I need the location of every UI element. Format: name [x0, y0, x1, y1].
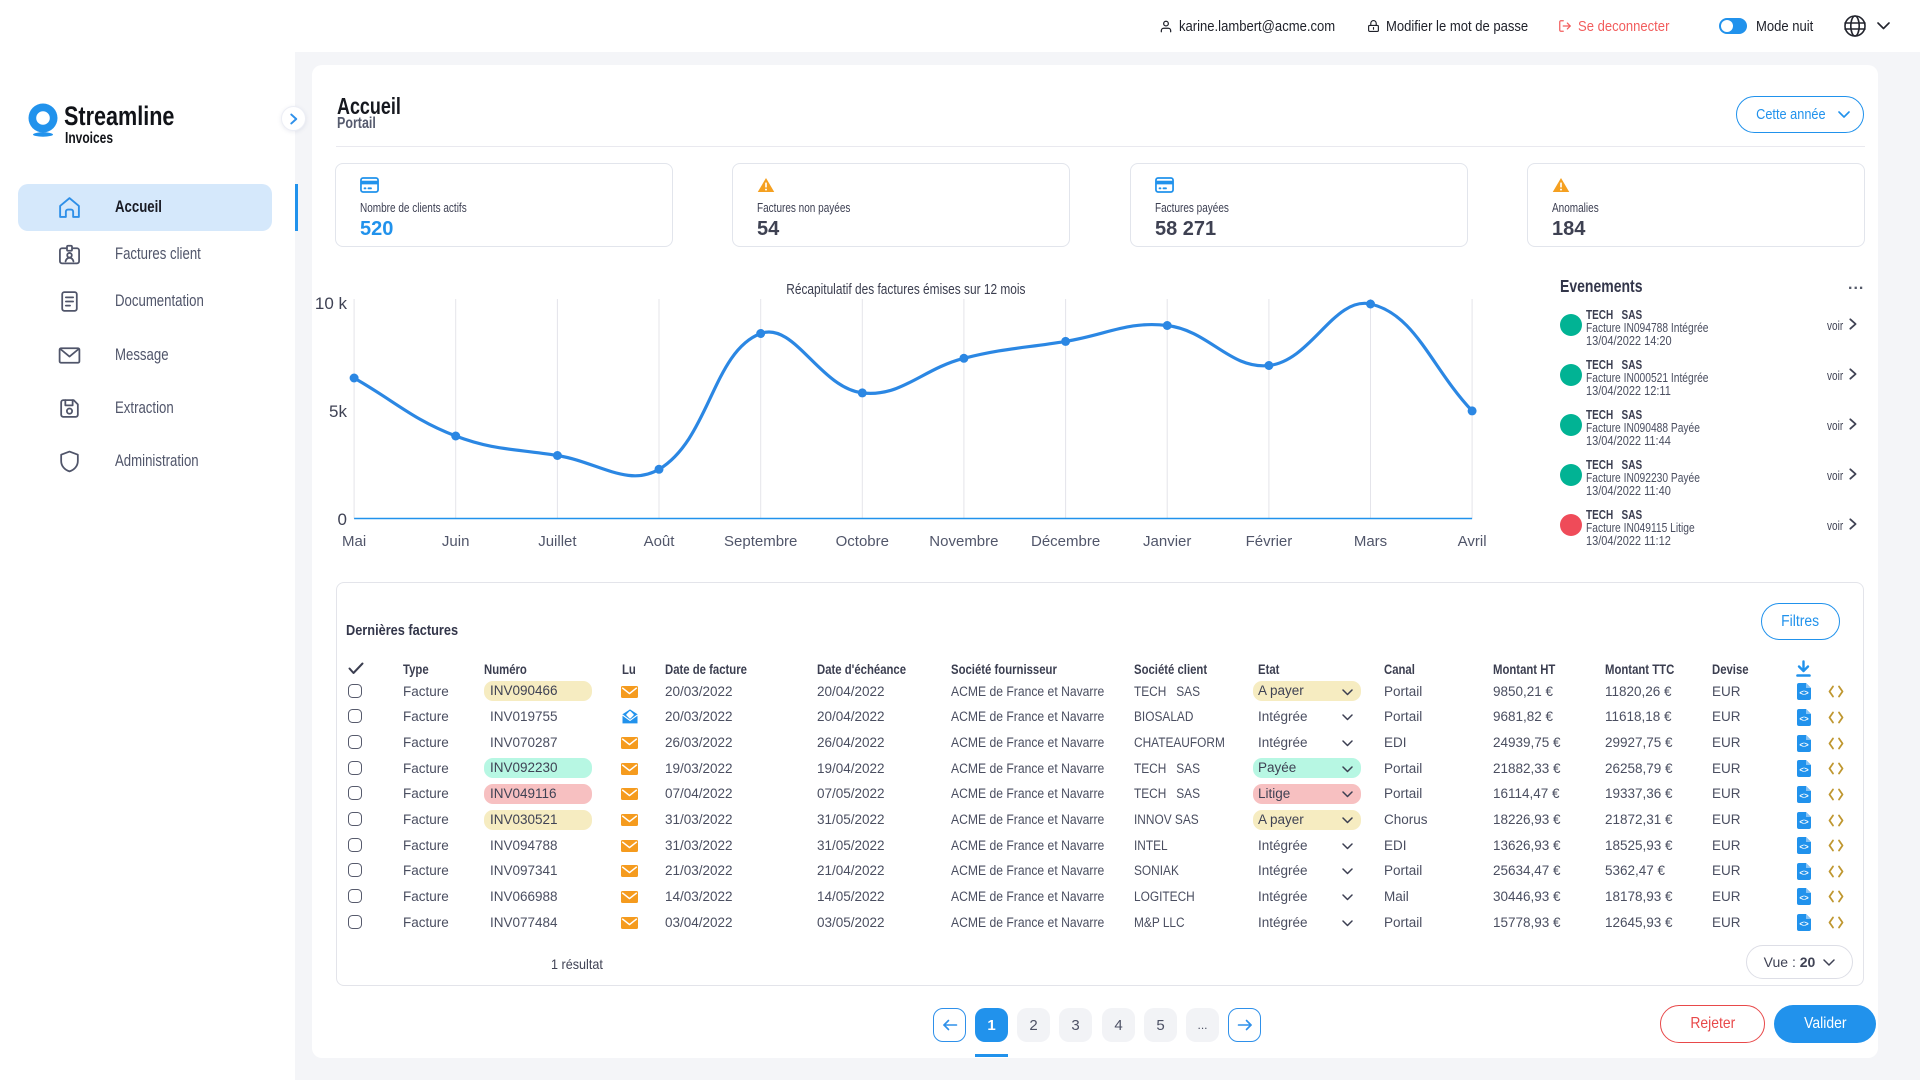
svg-text:<>: <>	[1799, 714, 1809, 723]
svg-text:<>: <>	[1799, 740, 1809, 749]
svg-text:<>: <>	[1799, 791, 1809, 800]
svg-text:<>: <>	[1799, 843, 1809, 852]
svg-text:<>: <>	[1799, 868, 1809, 877]
svg-text:<>: <>	[1799, 920, 1809, 929]
svg-text:<>: <>	[1799, 766, 1809, 775]
svg-text:<>: <>	[1799, 817, 1809, 826]
svg-text:<>: <>	[1799, 689, 1809, 698]
svg-text:<>: <>	[1799, 894, 1809, 903]
